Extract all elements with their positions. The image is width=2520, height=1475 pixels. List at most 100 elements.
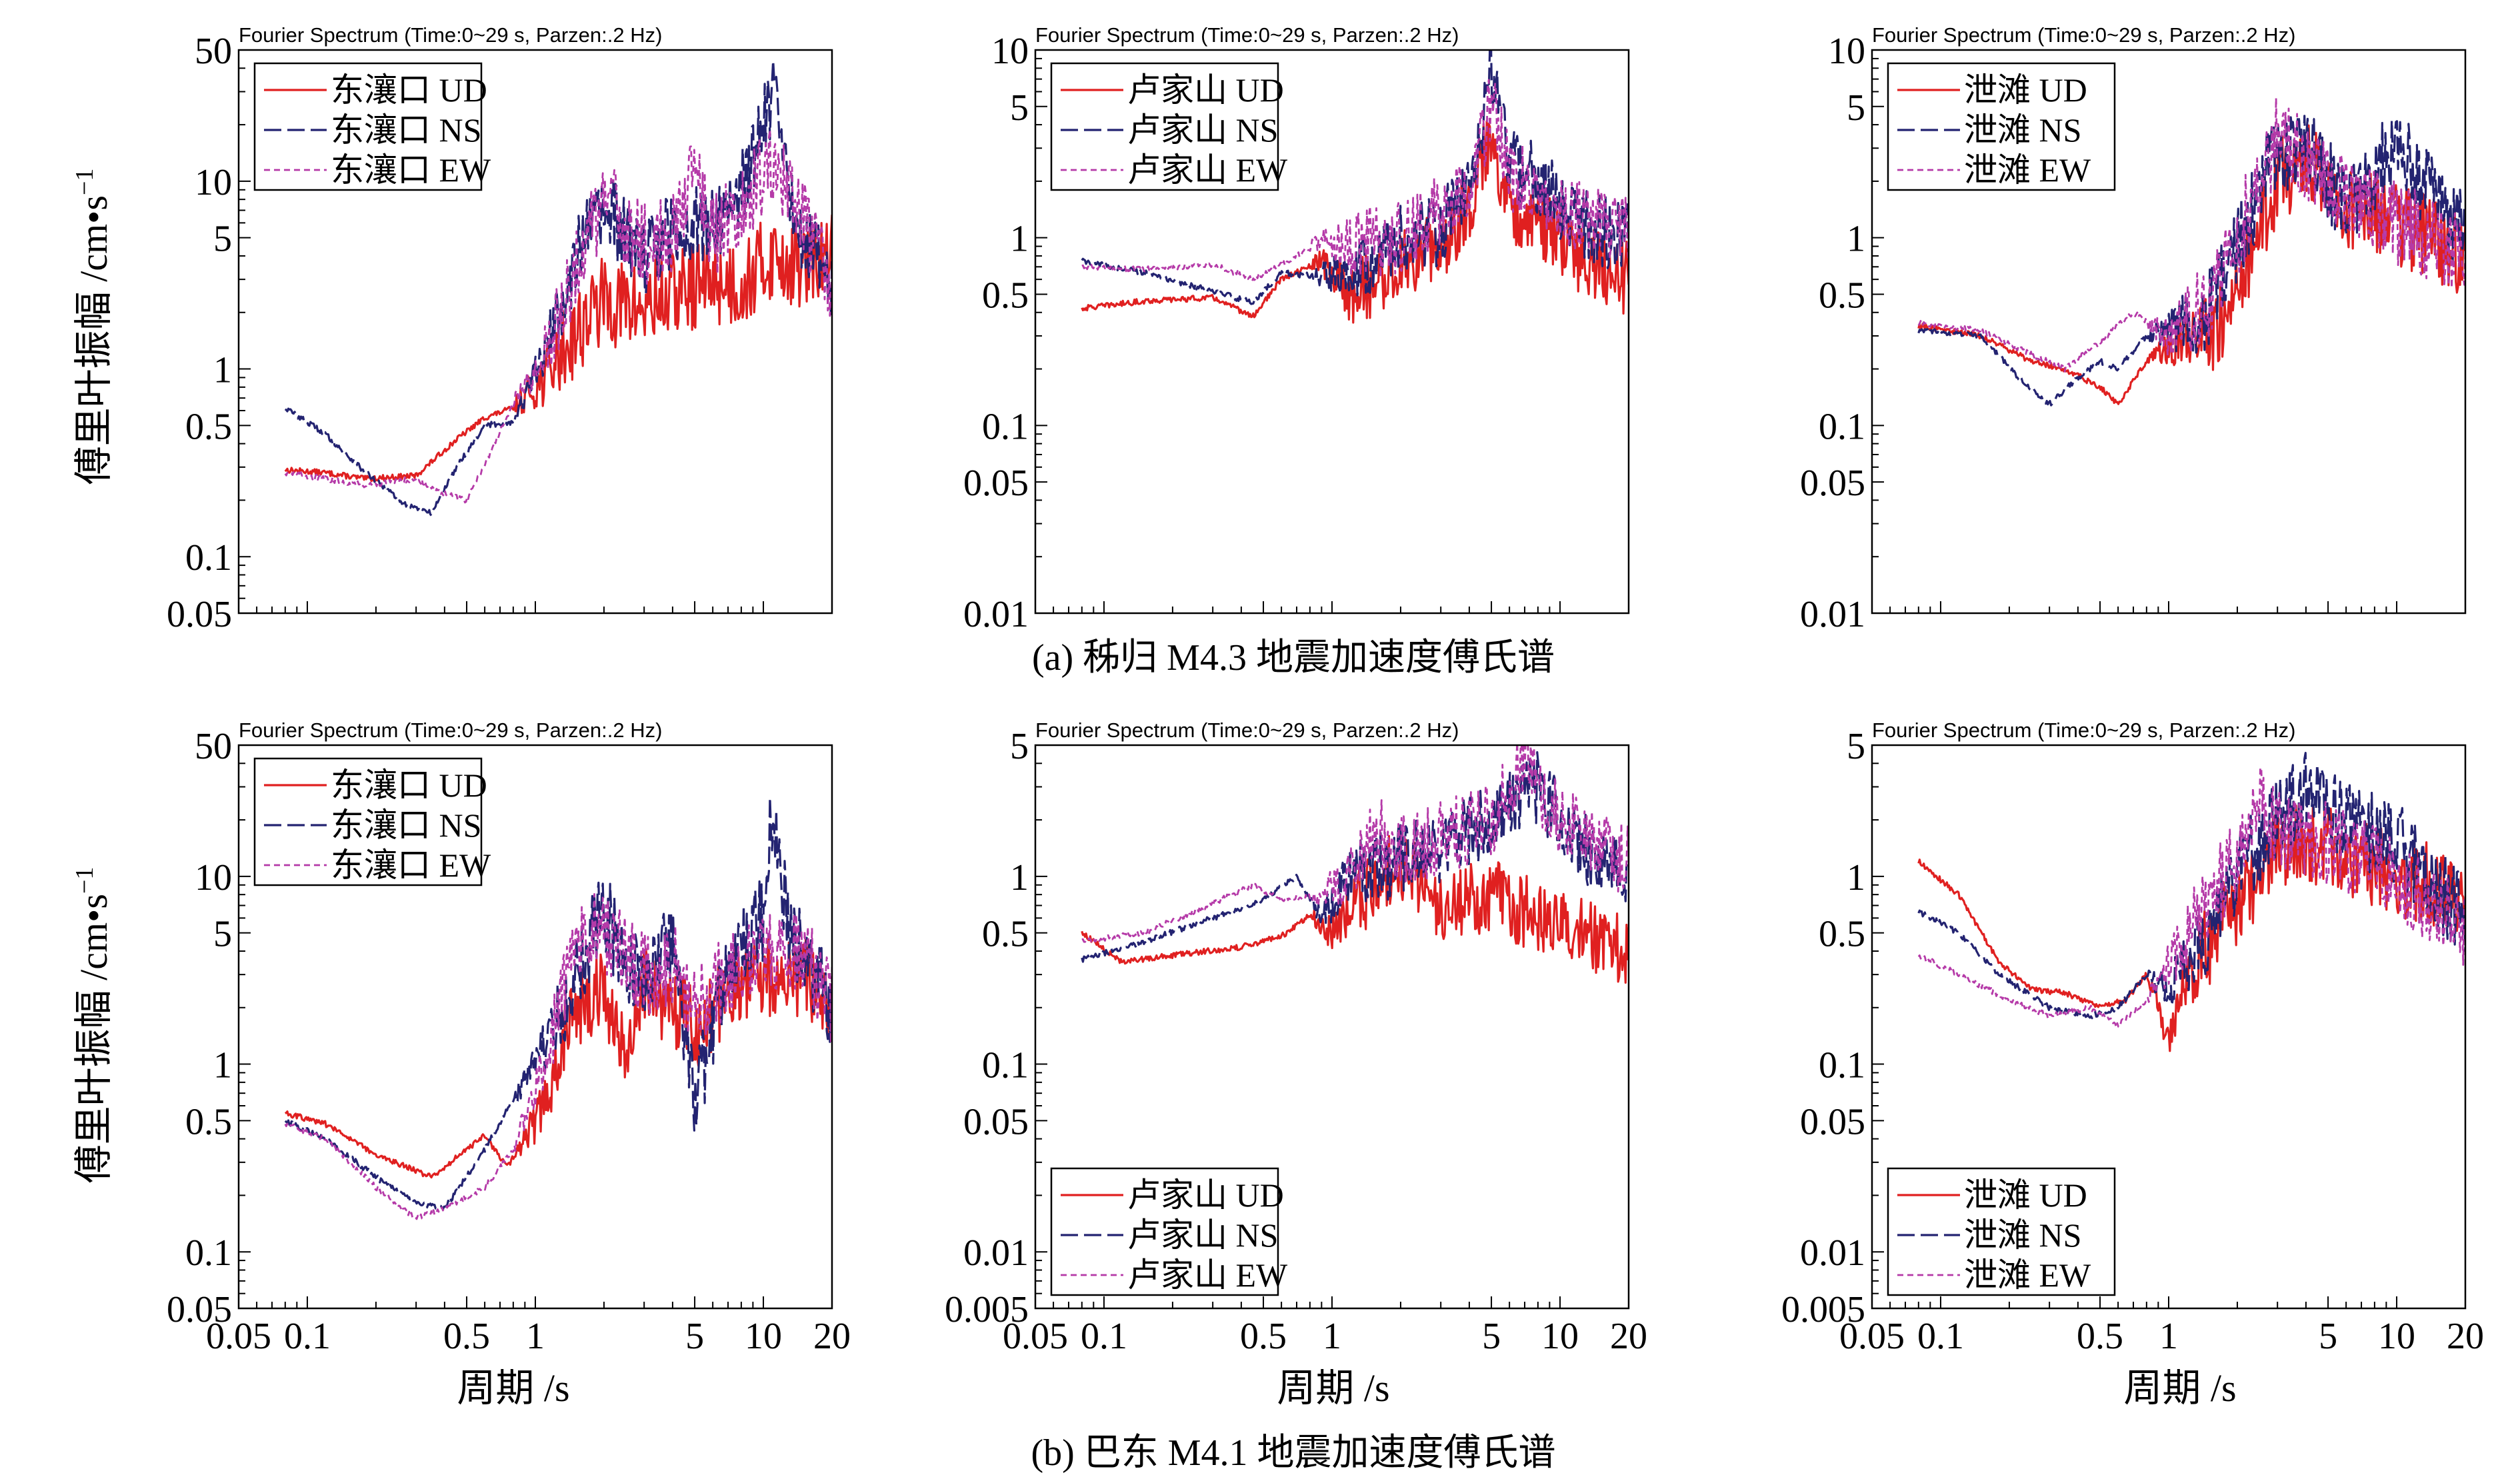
y-tick-label: 1: [1010, 219, 1029, 260]
x-tick-label: 5: [1482, 1316, 1501, 1357]
x-tick-label: 20: [2447, 1316, 2484, 1357]
x-tick-label: 0.05: [1839, 1316, 1905, 1357]
legend-label: 东瀼口 UD: [331, 71, 487, 109]
series-line-ew: [1081, 745, 1629, 944]
y-tick-label: 0.5: [982, 275, 1029, 316]
x-tick-label: 5: [2319, 1316, 2337, 1357]
panels: Fourier Spectrum (Time:0~29 s, Parzen:.2…: [167, 23, 2484, 1357]
x-tick-label: 0.5: [2077, 1316, 2123, 1357]
y-tick-label: 1: [1847, 219, 1865, 260]
chart-title: Fourier Spectrum (Time:0~29 s, Parzen:.2…: [1035, 719, 1459, 742]
series-line-ew: [284, 893, 832, 1220]
series-line-ew: [1917, 766, 2465, 1028]
legend-label: 泄滩 EW: [1964, 151, 2091, 189]
y-axis-label-text: 傅里叶振幅 /cm•s: [72, 894, 115, 1183]
x-tick-label: 0.5: [1240, 1316, 1287, 1357]
chart-title: Fourier Spectrum (Time:0~29 s, Parzen:.2…: [1872, 23, 2295, 47]
x-axis-label-col3: 周期 /s: [2123, 1366, 2236, 1410]
series-group: [1917, 752, 2465, 1052]
legend-label: 东瀼口 EW: [331, 151, 491, 189]
legend-label: 泄滩 EW: [1964, 1256, 2091, 1294]
y-tick-label: 0.05: [167, 594, 232, 635]
series-group: [1081, 50, 1629, 324]
y-tick-label: 10: [991, 31, 1029, 72]
x-tick-label: 0.1: [284, 1316, 331, 1357]
series-group: [1917, 97, 2465, 407]
x-tick-label: 10: [1541, 1316, 1579, 1357]
x-axis-label-col1: 周期 /s: [457, 1366, 569, 1410]
legend-label: 东瀼口 NS: [331, 806, 481, 844]
legend-label: 卢家山 UD: [1127, 1176, 1284, 1214]
y-axis-exponent: −1: [71, 169, 99, 195]
y-tick-label: 0.5: [982, 914, 1029, 955]
legend-box: [253, 757, 483, 886]
caption-a: (a) 秭归 M4.3 地震加速度傅氏谱: [1032, 637, 1555, 679]
y-tick-label: 5: [1010, 87, 1029, 129]
chart-panel-a3: Fourier Spectrum (Time:0~29 s, Parzen:.2…: [1800, 23, 2467, 635]
y-tick-label: 0.1: [1819, 1045, 1865, 1086]
y-tick-label: 0.1: [1819, 406, 1865, 447]
legend-label: 泄滩 NS: [1964, 1216, 2081, 1254]
y-tick-label: 10: [1828, 31, 1865, 72]
svg-text:傅里叶振幅 /cm•s−1: 傅里叶振幅 /cm•s−1: [71, 867, 115, 1184]
legend-box: [1050, 1167, 1279, 1296]
y-tick-label: 0.05: [963, 1101, 1029, 1142]
series-line-ud: [284, 934, 832, 1179]
y-tick-label: 0.5: [1819, 914, 1865, 955]
y-tick-label: 0.01: [1800, 594, 1865, 635]
x-tick-label: 10: [2378, 1316, 2415, 1357]
series-line-ew: [1081, 79, 1629, 282]
x-tick-label: 0.1: [1081, 1316, 1127, 1357]
x-tick-label: 10: [745, 1316, 782, 1357]
y-tick-label: 5: [1847, 726, 1865, 767]
legend-box: [1887, 1167, 2116, 1296]
y-tick-label: 1: [1010, 857, 1029, 898]
y-axis-label-row-b: 傅里叶振幅 /cm•s−1: [71, 867, 115, 1184]
chart-title: Fourier Spectrum (Time:0~29 s, Parzen:.2…: [239, 719, 662, 742]
y-tick-label: 0.1: [982, 406, 1029, 447]
y-tick-label: 10: [195, 162, 232, 203]
y-tick-label: 0.05: [1800, 463, 1865, 504]
legend-label: 泄滩 UD: [1964, 71, 2087, 109]
chart-panel-a1: Fourier Spectrum (Time:0~29 s, Parzen:.2…: [167, 23, 833, 635]
series-line-ew: [284, 129, 832, 504]
chart-title: Fourier Spectrum (Time:0~29 s, Parzen:.2…: [1035, 23, 1459, 47]
y-axis-label-row-a: 傅里叶振幅 /cm•s−1: [71, 169, 115, 485]
y-tick-label: 0.1: [982, 1045, 1029, 1086]
legend-label: 卢家山 UD: [1127, 71, 1284, 109]
chart-panel-a2: Fourier Spectrum (Time:0~29 s, Parzen:.2…: [963, 23, 1630, 635]
legend-label: 泄滩 NS: [1964, 111, 2081, 149]
y-tick-label: 0.01: [963, 1232, 1029, 1274]
y-tick-label: 5: [213, 914, 232, 955]
x-tick-label: 1: [1323, 1316, 1341, 1357]
y-axis-exponent: −1: [71, 867, 99, 894]
series-group: [1081, 745, 1629, 984]
series-line-ew: [1917, 97, 2465, 373]
series-group: [284, 796, 832, 1220]
chart-panel-b3: Fourier Spectrum (Time:0~29 s, Parzen:.2…: [1781, 719, 2484, 1357]
y-tick-label: 50: [195, 726, 232, 767]
x-tick-label: 20: [1610, 1316, 1647, 1357]
svg-text:傅里叶振幅 /cm•s−1: 傅里叶振幅 /cm•s−1: [71, 169, 115, 485]
x-axis-label-col2: 周期 /s: [1277, 1366, 1389, 1410]
y-tick-label: 0.05: [167, 1289, 232, 1330]
chart-title: Fourier Spectrum (Time:0~29 s, Parzen:.2…: [239, 23, 662, 47]
y-tick-label: 0.1: [185, 537, 232, 579]
series-group: [284, 59, 832, 517]
series-line-ud: [1081, 830, 1629, 984]
x-tick-label: 0.05: [206, 1316, 271, 1357]
legend-label: 卢家山 NS: [1127, 111, 1278, 149]
y-tick-label: 0.5: [1819, 275, 1865, 316]
legend-label: 东瀼口 EW: [331, 846, 491, 884]
x-tick-label: 0.1: [1917, 1316, 1964, 1357]
y-tick-label: 1: [213, 1045, 232, 1086]
series-line-ud: [284, 215, 832, 483]
legend-label: 东瀼口 UD: [331, 766, 487, 804]
legend-label: 卢家山 EW: [1127, 151, 1288, 189]
y-tick-label: 0.005: [945, 1289, 1029, 1330]
chart-panel-b1: Fourier Spectrum (Time:0~29 s, Parzen:.2…: [167, 719, 851, 1357]
